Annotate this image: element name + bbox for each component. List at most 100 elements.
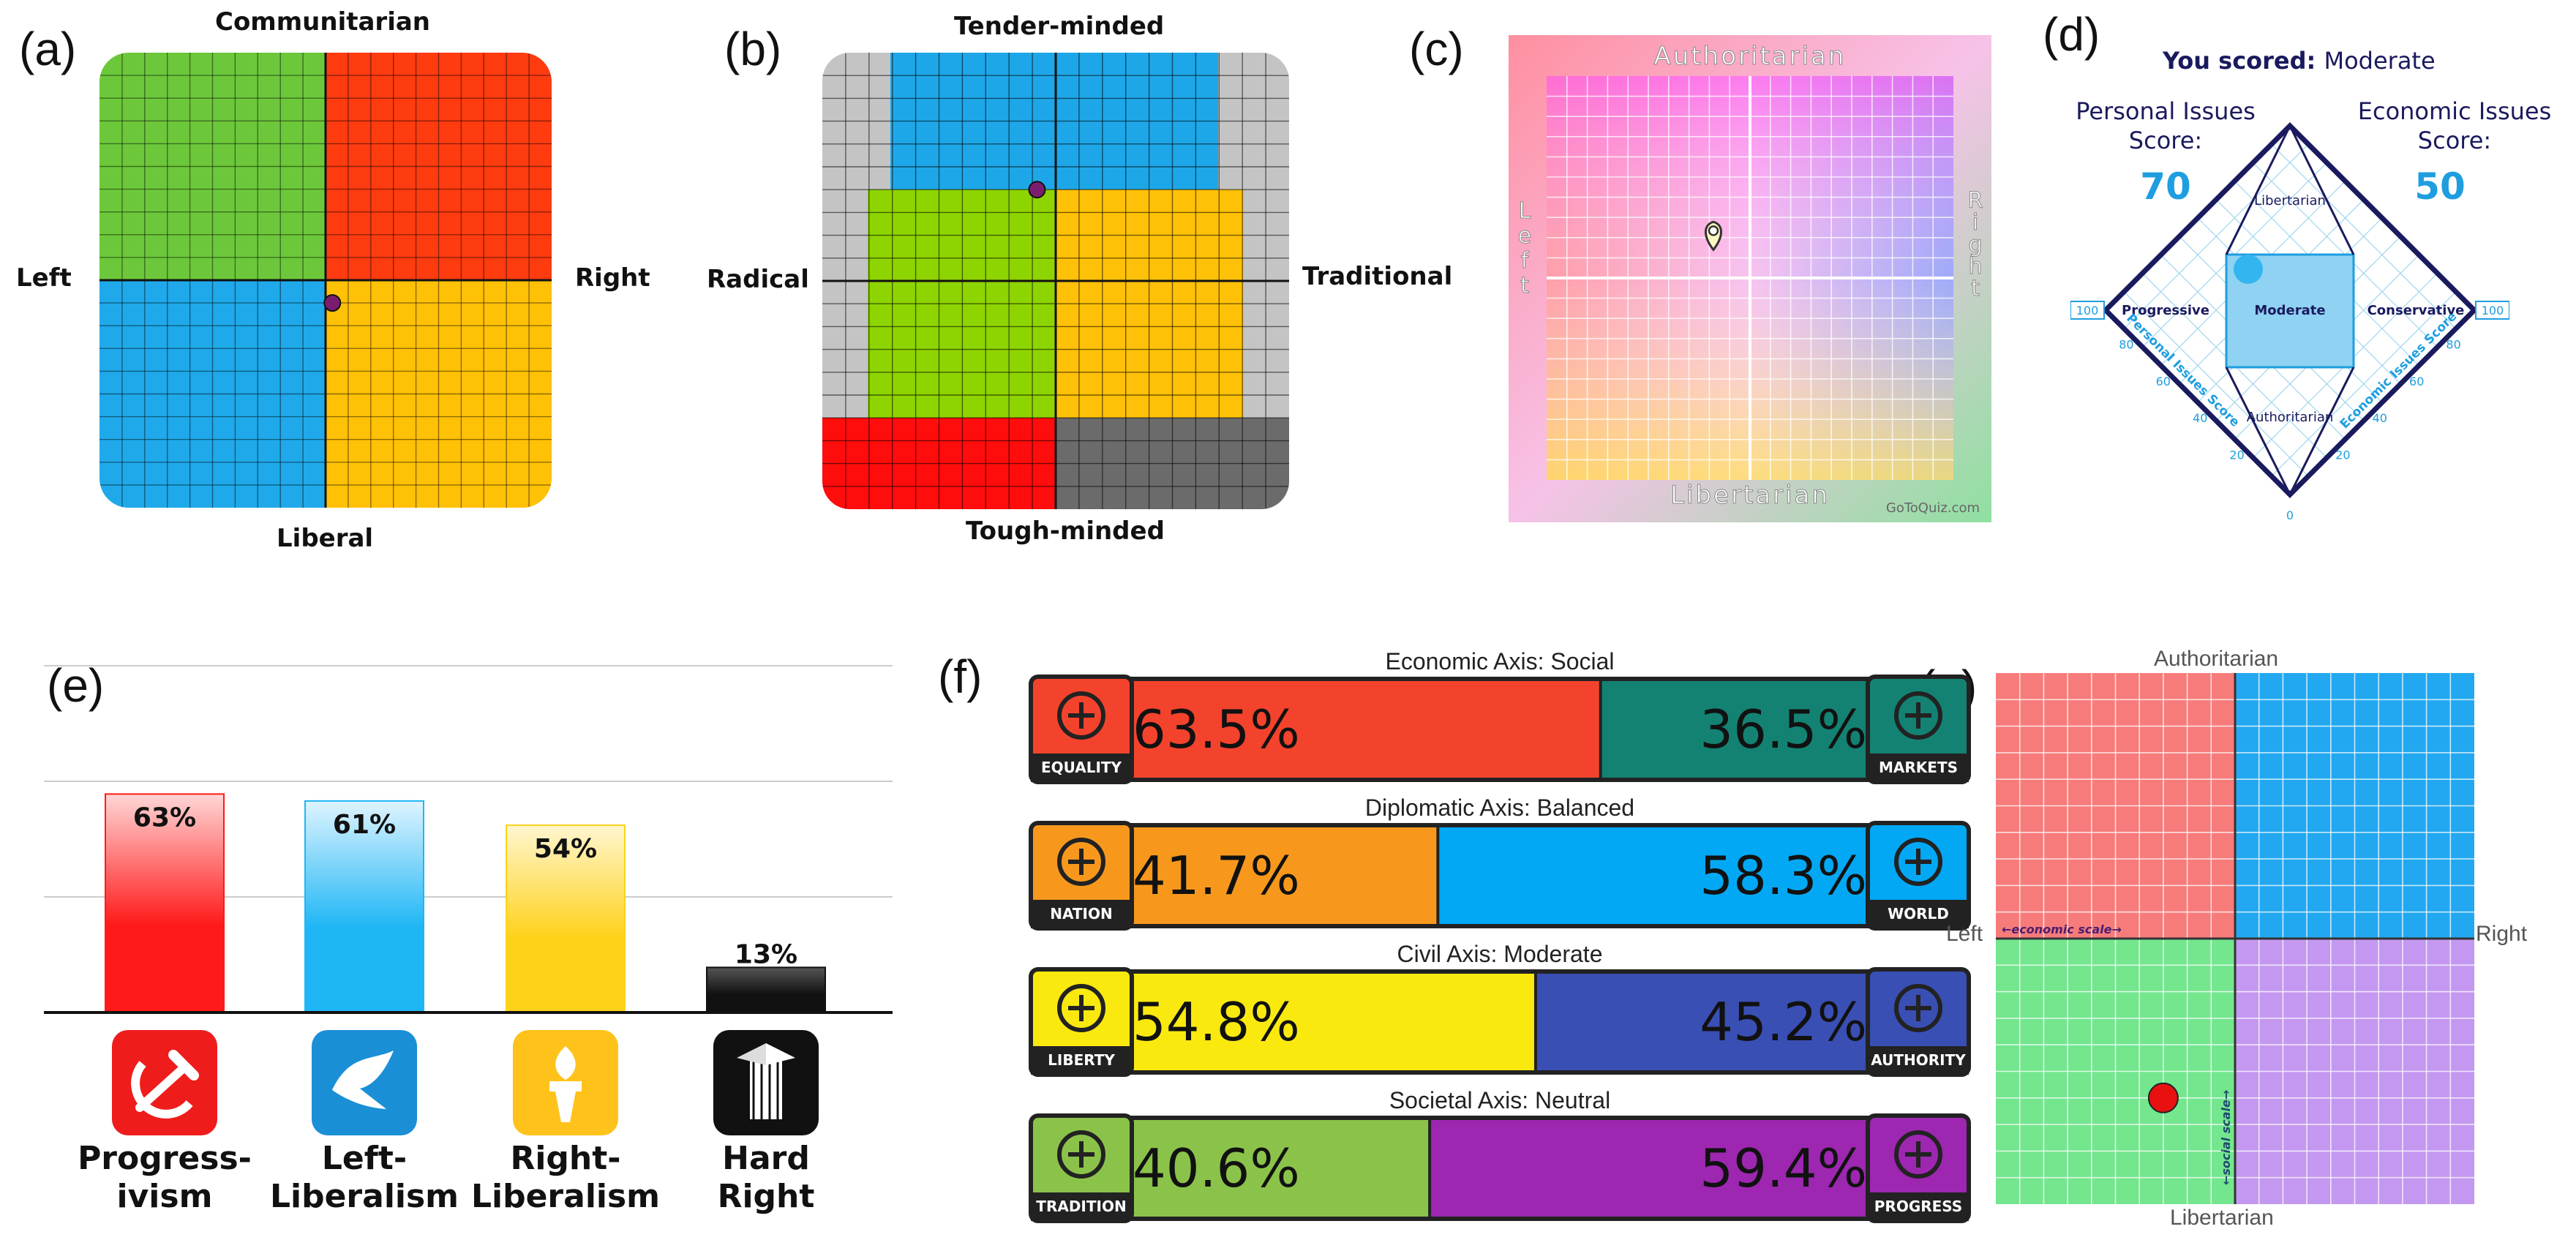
label-tender-minded: Tender-minded [954,12,1165,41]
icon-label: NATION [1050,905,1113,923]
diamond-chart: Libertarian Progressive Moderate Conserv… [2070,122,2509,522]
statue-of-liberty-icon: LIBERTY [1029,967,1134,1077]
category-label: Left- [322,1140,407,1177]
label-right: Right [2476,922,2528,946]
social-scale-label: ←social scale→ [2219,1090,2233,1185]
bar-chart-e: 63% 61%54%13% Progress-ivismLeft-Liberali… [44,665,893,1215]
tick-box-left [2070,301,2105,320]
tick-label: 60 [2409,375,2424,388]
axis-ticks: 80 60 40 20 80 60 40 20 [2119,337,2461,462]
score-dot [2234,255,2263,284]
tick-label: 40 [2193,411,2207,425]
bar [506,824,626,1013]
hourglass-icon: TRADITION [1029,1113,1134,1223]
tick-bottom-0: 0 [2286,508,2294,522]
grid-line [2271,291,2457,477]
gavel-icon: AUTHORITY [1866,967,1971,1077]
panel-letter-a: (a) [19,23,77,75]
economic-score-label: Economic Issues Score: [2348,97,2561,155]
panel-letter-f: (f) [938,650,983,703]
flag-icon: NATION [1029,821,1134,931]
tick-label: 40 [2373,411,2387,425]
region-moderate: Moderate [2254,303,2325,318]
quadrant-top-right [326,53,552,280]
label-libertarian: Libertarian [1670,481,1830,510]
compass-a [99,53,552,508]
axis-bar: 54.8% 45.2% LIBERTY AUTHORITY [1029,967,1971,1077]
icon-label: LIBERTY [1048,1051,1115,1069]
left-percent: 63.5% [1133,699,1300,760]
label-communitarian: Communitarian [215,7,430,37]
right-percent: 58.3% [1700,845,1867,906]
score-title: You scored: Moderate [2163,47,2436,75]
result-point [323,294,342,312]
bar [706,966,826,1014]
label-liberal: Liberal [277,524,374,553]
axis-bar: 63.5% 36.5% EQUALITY MARKETS [1029,675,1971,784]
icon-label: MARKETS [1879,759,1958,776]
region-progressive: Progressive [2122,303,2209,318]
tick-right-100: 100 [2482,304,2504,317]
category-icons [112,1030,819,1135]
quadrant-top-left [99,53,326,280]
label-tough-minded: Tough-minded [966,516,1165,546]
economic-label-line1: Economic Issues [2357,97,2552,125]
category-label: ivism [117,1178,213,1215]
icon-label: AUTHORITY [1871,1051,1966,1069]
category-label: Progress- [78,1140,252,1177]
icon-label: PROGRESS [1874,1198,1962,1215]
right-segment [1430,1118,1873,1219]
right-segment [1438,825,1873,926]
region-libertarian: Libertarian [2254,193,2326,208]
atom-icon: PROGRESS [1866,1113,1971,1223]
left-segment [1127,825,1438,926]
personal-label-line1: Personal Issues [2076,97,2256,125]
bar [105,793,225,1013]
region-authoritarian: Authoritarian [2247,410,2334,425]
map-pin-icon [1704,220,1722,252]
result-point [2147,1082,2179,1113]
left-segment [1127,679,1601,780]
bar-value-label: 13% [735,939,797,969]
axis-title: Societal Axis: Neutral [1389,1087,1611,1113]
category-label: Right [718,1178,815,1215]
label-right: Right [575,263,650,293]
hammer-sickle-icon [112,1030,217,1135]
compass-b [822,53,1289,509]
economic-scale-label: ←economic scale→ [2002,923,2122,936]
category-label: Liberalism [270,1178,459,1215]
label-left: Left [1946,922,1983,946]
label-authoritarian: Authoritarian [1654,42,1847,71]
panel-letter-d: (d) [2043,8,2100,61]
axis-bar: 41.7% 58.3% NATION WORLD [1029,821,1971,931]
personal-label-line2: Score: [2128,127,2203,154]
personal-score-value: 70 [2140,165,2191,208]
torch-icon [513,1030,618,1135]
tick-box-right [2475,301,2509,320]
right-percent: 45.2% [1700,991,1867,1053]
region-conservative: Conservative [2367,303,2465,318]
label-radical: Radical [707,265,809,294]
tick-label: 20 [2335,448,2350,462]
economic-label-line2: Score: [2417,127,2492,154]
icon-label: EQUALITY [1041,759,1122,776]
label-traditional: Traditional [1302,262,1453,291]
tick-label: 60 [2156,375,2171,388]
icon-label: TRADITION [1036,1198,1126,1215]
personal-score-label: Personal Issues Score: [2063,97,2268,155]
bar-value-label: 54% [534,834,597,864]
tick-left-100: 100 [2076,304,2099,317]
fasces-icon [713,1030,819,1135]
bars: 63% 61% 54% 13% [105,793,826,1014]
watermark: GoToQuiz.com [1886,500,1980,516]
bar [304,800,424,1014]
panel-letter-b: (b) [724,23,782,75]
label-left: Left [16,263,72,293]
compass-g: ←economic scale→ ←social scale→ [1996,673,2474,1204]
quadrant-bottom-left [99,280,326,508]
category-label: Right- [510,1140,620,1177]
dove-icon [312,1030,417,1135]
